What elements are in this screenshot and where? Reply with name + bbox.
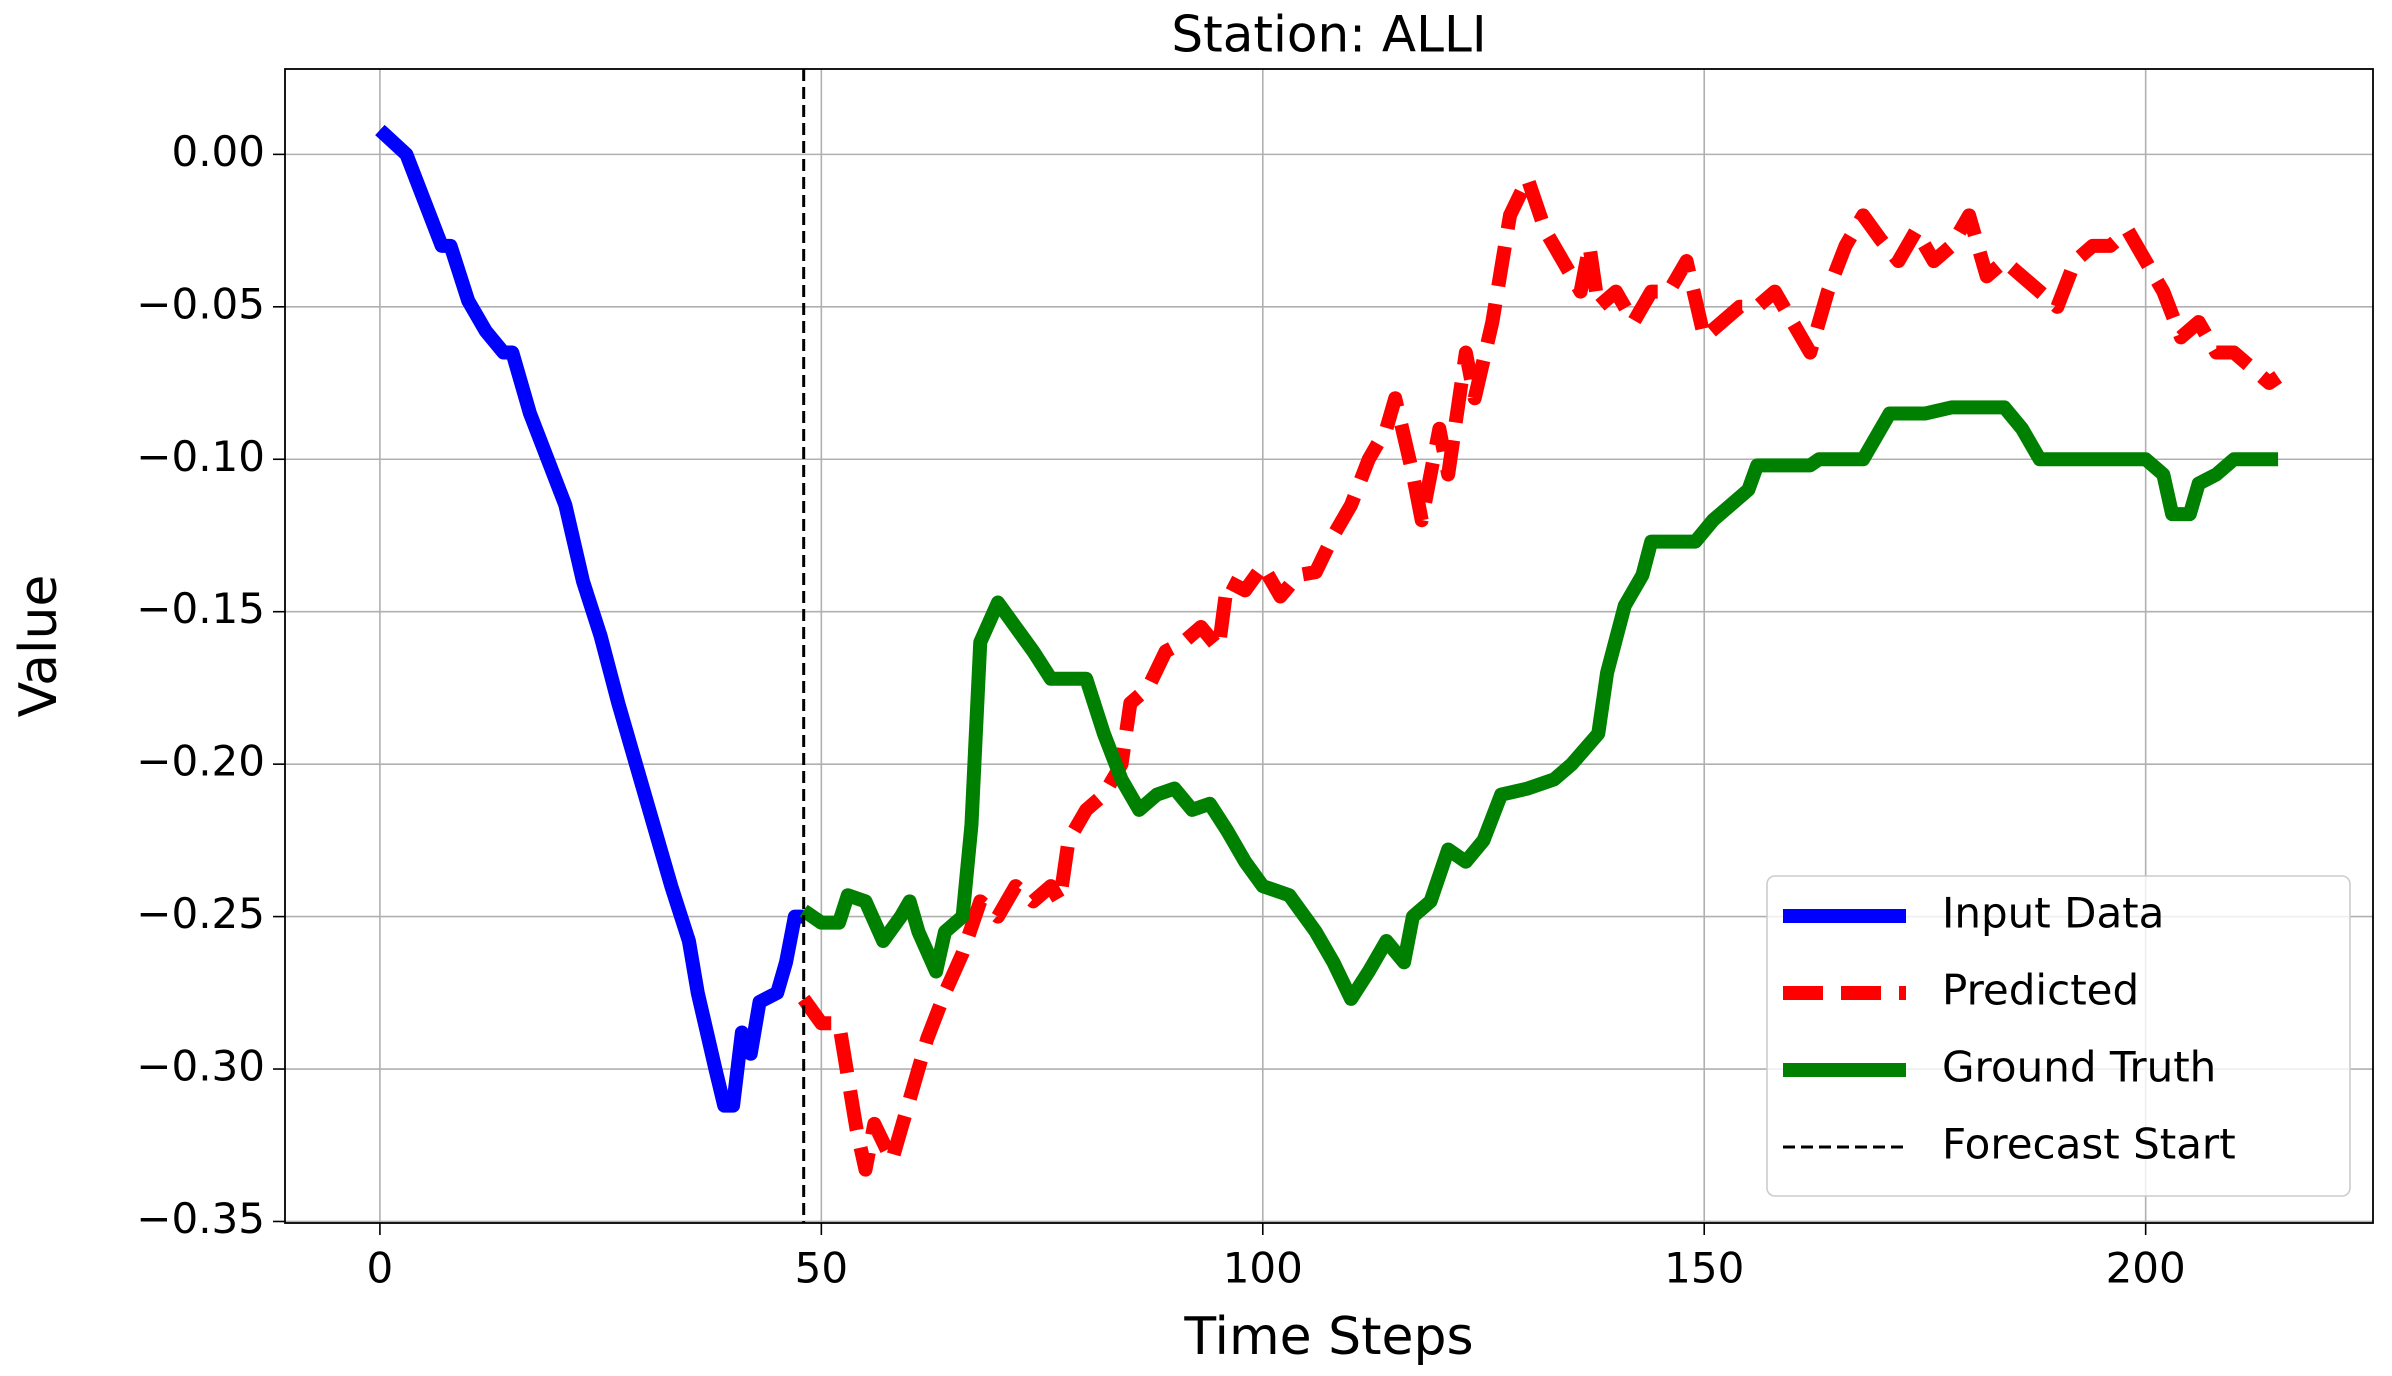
y-axis-label: Value (9, 575, 69, 718)
x-tick-label: 50 (795, 1244, 848, 1293)
x-tick-label: 150 (1664, 1244, 1744, 1293)
y-tick-label: −0.10 (136, 432, 265, 481)
line-series (799, 400, 2279, 1006)
line-series (798, 171, 2283, 1177)
x-tick-label: 0 (367, 1244, 394, 1293)
y-tick-label: −0.35 (136, 1194, 265, 1243)
y-tick-label: −0.20 (136, 737, 265, 786)
legend: Input Data Predicted Ground Truth Forecast … (1766, 875, 2351, 1197)
y-tick-label: −0.05 (136, 279, 265, 328)
legend-label: Input Data (1942, 889, 2164, 938)
x-tick-label: 100 (1223, 1244, 1303, 1293)
line-series (375, 124, 804, 1113)
legend-frame (1766, 875, 2351, 1197)
y-tick-label: −0.25 (136, 889, 265, 938)
legend-label: Forecast Start (1942, 1120, 2236, 1169)
x-tick-label: 200 (2106, 1244, 2186, 1293)
y-tick-label: −0.30 (136, 1042, 265, 1091)
legend-label: Ground Truth (1942, 1043, 2216, 1092)
chart-title: Station: ALLI (1171, 6, 1486, 64)
legend-label: Predicted (1942, 966, 2139, 1015)
plot-frame (284, 68, 2374, 1224)
y-tick-label: −0.15 (136, 584, 265, 633)
y-tick-label: 0.00 (171, 127, 265, 176)
x-axis-label: Time Steps (1183, 1307, 1473, 1367)
plot (375, 69, 2283, 1223)
